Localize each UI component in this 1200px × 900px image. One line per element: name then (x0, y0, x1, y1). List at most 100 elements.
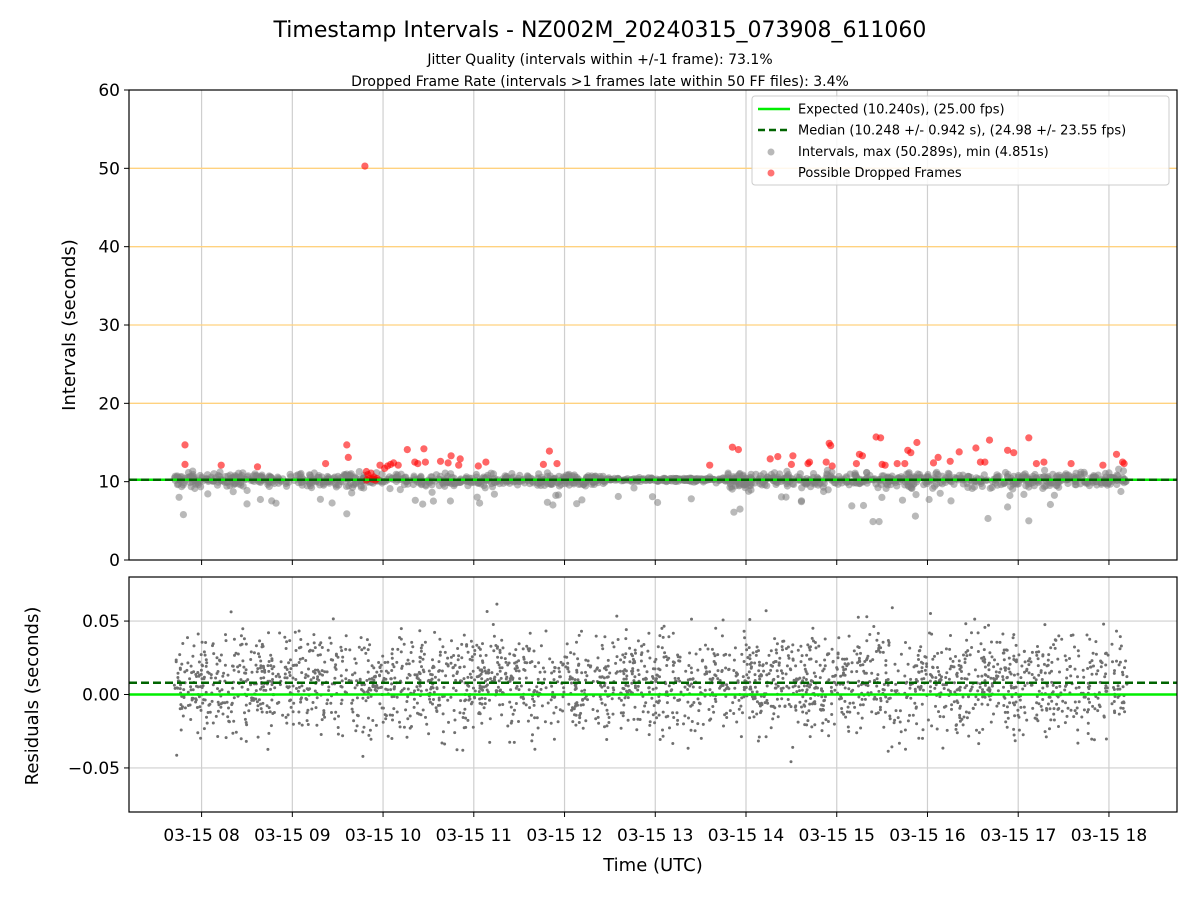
interval-point (882, 484, 890, 492)
residual-point (948, 667, 952, 671)
residual-point (814, 685, 818, 689)
residual-point (438, 650, 442, 654)
residual-point (762, 669, 766, 673)
residual-point (710, 647, 714, 651)
residual-point (561, 709, 565, 713)
dropped-frame-point (828, 462, 836, 470)
residual-point (798, 700, 802, 704)
residual-point (232, 668, 236, 672)
residual-point (654, 657, 658, 661)
residual-point (455, 672, 459, 675)
residual-point (1121, 685, 1125, 689)
residual-point (565, 642, 569, 646)
interval-point (268, 497, 276, 505)
residual-point (1064, 683, 1068, 687)
residual-point (504, 660, 508, 664)
residual-point (638, 718, 642, 721)
residual-point (522, 657, 526, 661)
residual-point (249, 658, 253, 661)
residual-point (259, 666, 262, 670)
residual-point (557, 670, 561, 674)
residual-point (583, 688, 587, 692)
residual-point (699, 736, 703, 740)
dropped-frame-point (403, 446, 411, 454)
residual-point (930, 724, 934, 728)
residual-point (366, 696, 370, 700)
residual-point (449, 655, 453, 659)
dropped-frame-point (539, 460, 548, 468)
residual-point (258, 655, 261, 659)
dropped-frame-point (858, 452, 867, 460)
residual-point (490, 671, 494, 675)
residual-point (848, 710, 852, 714)
residual-point (765, 661, 768, 665)
residual-point (197, 660, 201, 664)
residual-point (478, 701, 482, 705)
residual-point (498, 651, 502, 654)
residual-point (761, 663, 765, 667)
residual-point (456, 647, 460, 650)
residual-point (214, 676, 218, 680)
interval-point (204, 490, 212, 498)
residual-point (351, 698, 355, 702)
residual-point (954, 727, 958, 731)
residual-point (987, 668, 991, 672)
residual-point (809, 683, 813, 687)
x-tick-label: 03-15 16 (889, 826, 965, 846)
residual-point (672, 696, 676, 700)
residual-point (438, 703, 442, 707)
residual-point (789, 760, 793, 764)
residual-point (921, 661, 925, 665)
residual-point (1065, 676, 1069, 680)
residual-point (461, 748, 465, 752)
residual-point (575, 668, 579, 672)
residual-point (813, 723, 817, 727)
residual-point (485, 610, 489, 613)
residual-point (725, 683, 729, 687)
residual-point (1021, 687, 1025, 691)
dropped-frame-point (877, 434, 885, 442)
residual-point (803, 663, 807, 667)
residual-point (527, 688, 531, 692)
residual-point (475, 643, 479, 647)
residual-point (567, 702, 571, 706)
residual-point (820, 695, 824, 699)
residual-point (684, 669, 688, 673)
residual-point (665, 664, 669, 667)
residual-point (733, 646, 737, 650)
residual-point (539, 687, 543, 691)
residual-point (244, 703, 248, 707)
residual-point (848, 701, 852, 705)
residual-point (321, 673, 324, 677)
residual-point (212, 652, 216, 656)
residual-point (786, 654, 790, 658)
residual-point (675, 722, 679, 726)
residual-point (1104, 689, 1108, 693)
residual-point (374, 723, 378, 727)
interval-point (343, 510, 351, 518)
residual-point (690, 671, 694, 675)
residual-point (651, 675, 654, 678)
residual-point (526, 719, 530, 723)
residual-point (311, 701, 315, 704)
residual-point (888, 696, 892, 700)
residual-point (840, 710, 844, 714)
residual-point (398, 725, 402, 729)
residual-point (473, 678, 477, 682)
residual-point (360, 688, 363, 691)
residual-point (348, 648, 352, 652)
residual-point (640, 644, 644, 648)
residual-point (787, 686, 791, 690)
residual-point (1027, 663, 1031, 667)
residual-point (690, 682, 693, 686)
interval-point (396, 486, 404, 494)
residual-point (201, 684, 205, 688)
residual-point (341, 659, 344, 663)
residual-point (196, 632, 200, 636)
residual-point (808, 702, 812, 706)
residual-point (1005, 705, 1009, 709)
residual-point (636, 717, 640, 721)
residual-point (409, 651, 413, 654)
residual-point (464, 716, 468, 720)
residual-point (896, 716, 900, 720)
